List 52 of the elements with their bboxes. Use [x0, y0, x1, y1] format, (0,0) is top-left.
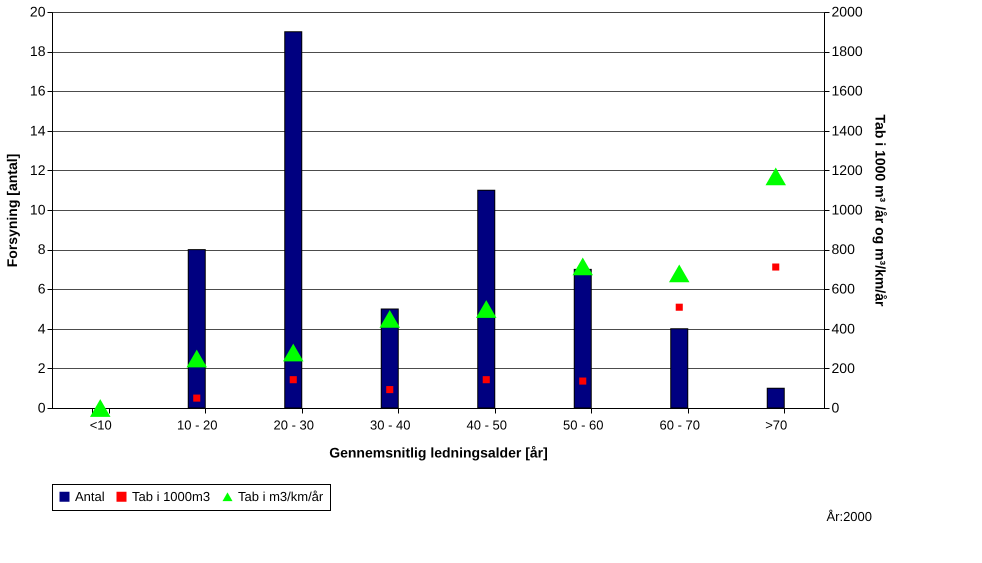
x-tick-label: 20 - 30: [274, 418, 314, 432]
point: [772, 263, 780, 271]
point: [186, 350, 207, 368]
y-axis-title: Forsyning [antal]: [4, 154, 20, 268]
point: [476, 300, 496, 318]
point: [283, 344, 304, 362]
legend-label: Antal: [75, 488, 105, 504]
y2-tick-label: 600: [832, 280, 856, 297]
point: [572, 258, 593, 276]
y2-tick-label: 400: [832, 320, 856, 336]
y2-tick-label: 1800: [832, 43, 863, 60]
point: [386, 386, 394, 394]
point: [579, 378, 586, 385]
y2-tick-label: 1000: [832, 202, 863, 218]
y2-tick-label: 2000: [832, 4, 863, 20]
y-tick-label: 8: [38, 241, 46, 258]
y2-axis-title: Tab i 1000 m³ /år og m³/km/år: [872, 114, 889, 308]
text: År:2000: [826, 509, 872, 524]
y-tick-label: 6: [38, 280, 46, 297]
y-tick-label: 10: [30, 202, 46, 218]
point: [290, 376, 297, 384]
y-tick-label: 20: [30, 4, 46, 20]
y2-tick-label: 200: [832, 360, 856, 376]
point: [669, 264, 690, 282]
point: [193, 394, 200, 402]
x-tick-label: 60 - 70: [660, 418, 700, 432]
y-tick-label: 16: [30, 82, 46, 99]
point: [380, 310, 400, 328]
point: [676, 304, 683, 311]
y2-tick-label: 1200: [832, 162, 863, 178]
point: [482, 376, 490, 384]
x-tick-label: >70: [765, 418, 788, 432]
y-tick-label: 12: [30, 162, 46, 178]
x-tick-label: 50 - 60: [563, 418, 604, 432]
x-tick-label: 40 - 50: [466, 418, 507, 432]
y-tick-label: 2: [38, 360, 46, 376]
point: [766, 167, 786, 186]
legend-label: Tab i 1000m3: [132, 488, 210, 504]
x-tick-label: <10: [90, 418, 112, 432]
y-tick-label: 0: [38, 400, 46, 416]
y2-tick-label: 0: [832, 400, 840, 416]
y-tick-label: 14: [30, 122, 46, 138]
y2-tick-label: 1600: [832, 82, 863, 99]
x-tick-label: 10 - 20: [177, 418, 218, 432]
legend-label: Tab i m3/km/år: [238, 488, 324, 504]
y-tick-label: 18: [30, 43, 46, 60]
point: [90, 399, 110, 417]
y2-tick-label: 800: [832, 241, 856, 258]
y2-tick-label: 1400: [832, 122, 863, 138]
x-axis-title: Gennemsnitlig ledningsalder [år]: [329, 444, 548, 460]
y-tick-label: 4: [38, 320, 46, 336]
x-tick-label: 30 - 40: [370, 418, 410, 432]
